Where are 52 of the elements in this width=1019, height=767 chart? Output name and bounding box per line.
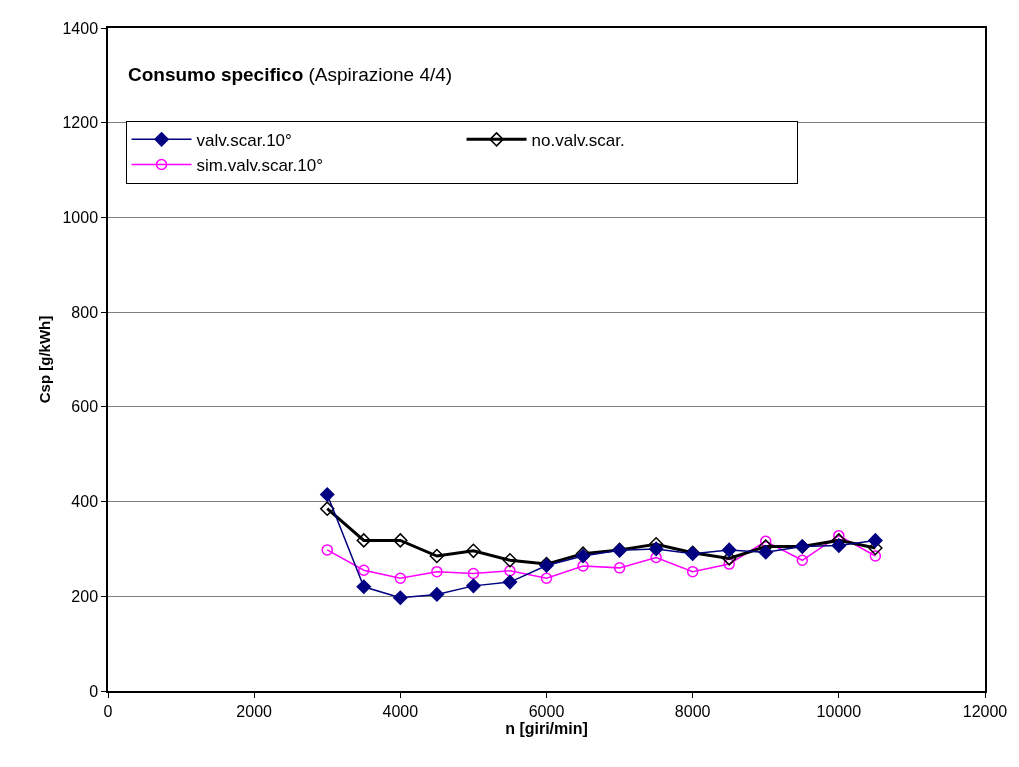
point — [721, 542, 737, 558]
legend-label: no.valv.scar. — [531, 131, 625, 150]
point — [502, 553, 518, 568]
point — [466, 578, 481, 594]
point — [577, 560, 589, 572]
y-tick-label: 1400 — [62, 19, 99, 37]
point — [429, 548, 445, 564]
x-tick-label: 10000 — [816, 702, 862, 720]
legend-label: valv.scar.10° — [196, 131, 292, 150]
point — [796, 554, 809, 567]
point — [466, 543, 481, 559]
y-tick-label: 1200 — [62, 114, 99, 132]
text: Consumo specifico — [128, 64, 304, 85]
point — [467, 567, 480, 580]
point — [831, 538, 847, 553]
y-tick-label: 600 — [71, 398, 99, 416]
y-tick-label: 400 — [71, 493, 99, 511]
x-tick-label: 4000 — [382, 702, 419, 720]
point — [613, 562, 626, 574]
x-tick-label: 12000 — [962, 702, 1008, 720]
point — [321, 544, 333, 556]
point — [320, 501, 335, 516]
point — [394, 572, 407, 585]
x-axis-title: n [giri/min] — [505, 719, 588, 737]
y-tick-label: 800 — [71, 303, 99, 321]
x-tick-label: 2000 — [236, 702, 273, 720]
point — [648, 541, 664, 557]
point — [356, 533, 372, 548]
x-tick-label: 8000 — [674, 702, 711, 720]
x-tick-label: 0 — [103, 702, 113, 720]
point — [358, 564, 370, 576]
point — [504, 564, 516, 577]
point — [502, 574, 518, 590]
y-tick-label: 1000 — [62, 209, 99, 227]
point — [431, 565, 443, 578]
point — [723, 558, 735, 570]
y-tick-label: 200 — [71, 587, 99, 605]
legend-label: sim.valv.scar.10° — [196, 156, 324, 176]
point — [393, 533, 408, 548]
point — [320, 487, 335, 502]
point — [758, 544, 773, 560]
text: (Aspirazione 4/4) — [308, 64, 453, 85]
point — [686, 565, 699, 578]
y-axis-title: Csp [g/kWh] — [36, 315, 54, 404]
y-tick-label: 0 — [89, 682, 99, 700]
point — [393, 590, 408, 605]
point — [356, 579, 372, 595]
point — [429, 587, 445, 602]
point — [868, 533, 883, 548]
point — [540, 572, 553, 585]
x-tick-label: 6000 — [528, 702, 565, 720]
point — [869, 550, 882, 562]
